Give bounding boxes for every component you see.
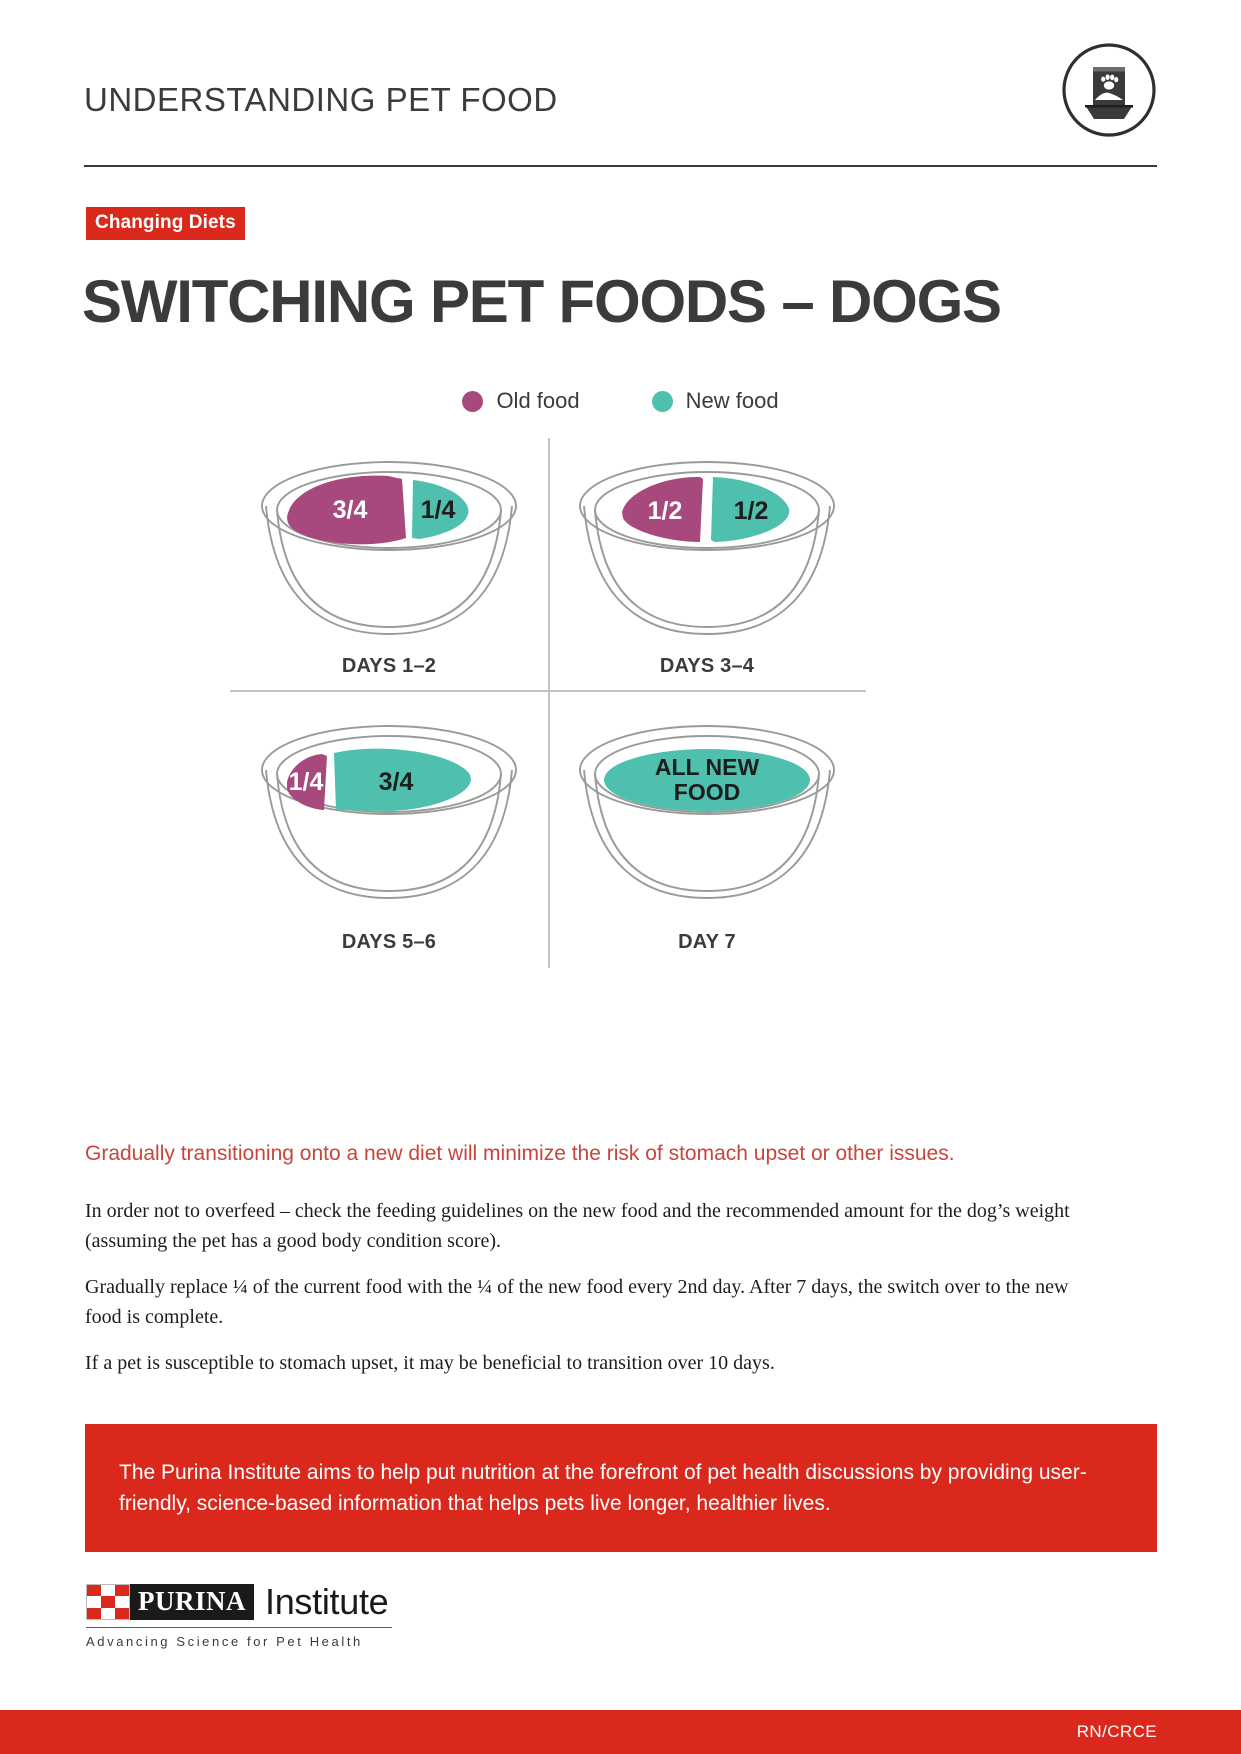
- page-footer: RN/CRCE: [0, 1710, 1241, 1754]
- panel-days-5-6: 1/4 3/4 DAYS 5–6: [230, 702, 548, 954]
- purina-logo-row: PURINA Institute: [86, 1584, 426, 1620]
- legend-item-old-food: Old food: [462, 388, 580, 414]
- section-badge: Changing Diets: [86, 207, 245, 240]
- footer-code: RN/CRCE: [1076, 1722, 1157, 1741]
- old-food-wedge: [622, 476, 703, 542]
- chart-legend: Old food New food: [0, 388, 1241, 414]
- new-food-value-line1: ALL NEW: [655, 754, 760, 780]
- lead-statement: Gradually transitioning onto a new diet …: [85, 1142, 955, 1165]
- new-food-value-line2: FOOD: [674, 779, 740, 805]
- new-food-wedge: [412, 480, 469, 539]
- legend-item-new-food: New food: [651, 388, 779, 414]
- panel-label-day-7: DAY 7: [678, 931, 736, 953]
- legend-dot-old-food: [462, 390, 484, 412]
- new-food-value: 3/4: [379, 768, 414, 796]
- old-food-value: 1/2: [648, 497, 683, 525]
- header-divider: [84, 165, 1157, 167]
- panel-day-7: ALL NEW FOOD DAY 7: [548, 702, 866, 954]
- panel-label-days-3-4: DAYS 3–4: [659, 655, 755, 677]
- purina-institute-logo: PURINA Institute Advancing Science for P…: [86, 1584, 426, 1649]
- body-paragraph-1: In order not to overfeed – check the fee…: [85, 1200, 1070, 1252]
- body-copy: In order not to overfeed – check the fee…: [85, 1196, 1085, 1394]
- bowl-grid: 3/4 1/4 DAYS 1–2 1/2: [230, 438, 866, 968]
- new-food-value: 1/4: [421, 496, 456, 524]
- panel-label-days-5-6: DAYS 5–6: [341, 931, 437, 953]
- old-food-value: 1/4: [289, 768, 324, 796]
- panel-label-days-1-2: DAYS 1–2: [341, 655, 437, 677]
- pet-food-bag-bowl-circle-icon: [1061, 42, 1157, 138]
- bowl-illustration-days-5-6: 1/4 3/4: [254, 710, 524, 900]
- old-food-value: 3/4: [333, 496, 368, 524]
- panel-days-1-2: 3/4 1/4 DAYS 1–2: [230, 438, 548, 690]
- body-paragraph-3: If a pet is susceptible to stomach upset…: [85, 1352, 775, 1374]
- new-food-wedge: [334, 748, 471, 811]
- purina-wordmark: PURINA: [130, 1584, 254, 1620]
- page-header: UNDERSTANDING PET FOOD: [84, 43, 1157, 167]
- new-food-value: 1/2: [734, 497, 769, 525]
- header-eyebrow: UNDERSTANDING PET FOOD: [84, 81, 558, 118]
- grid-horizontal-divider: [230, 690, 866, 692]
- legend-label-old-food: Old food: [496, 388, 580, 413]
- purina-checkerboard-icon: [86, 1584, 130, 1620]
- bowl-illustration-day-7: ALL NEW FOOD: [572, 710, 842, 900]
- purina-tagline: Advancing Science for Pet Health: [86, 1634, 363, 1649]
- legend-label-new-food: New food: [685, 388, 779, 413]
- legend-dot-new-food: [651, 390, 673, 412]
- new-food-wedge: [604, 749, 810, 811]
- purina-logo-rule: [86, 1627, 392, 1628]
- bowl-illustration-days-3-4: 1/2 1/2: [572, 446, 842, 636]
- institute-wordmark: Institute: [265, 1581, 389, 1622]
- mission-callout: The Purina Institute aims to help put nu…: [85, 1424, 1157, 1552]
- grid-vertical-divider: [548, 438, 550, 968]
- new-food-wedge: [711, 477, 790, 542]
- panel-days-3-4: 1/2 1/2 DAYS 3–4: [548, 438, 866, 690]
- page-title: SWITCHING PET FOODS – DOGS: [82, 268, 1002, 335]
- old-food-wedge: [287, 754, 327, 810]
- body-paragraph-2: Gradually replace ¼ of the current food …: [85, 1276, 1069, 1328]
- old-food-wedge: [287, 475, 406, 545]
- bowl-illustration-days-1-2: 3/4 1/4: [254, 446, 524, 636]
